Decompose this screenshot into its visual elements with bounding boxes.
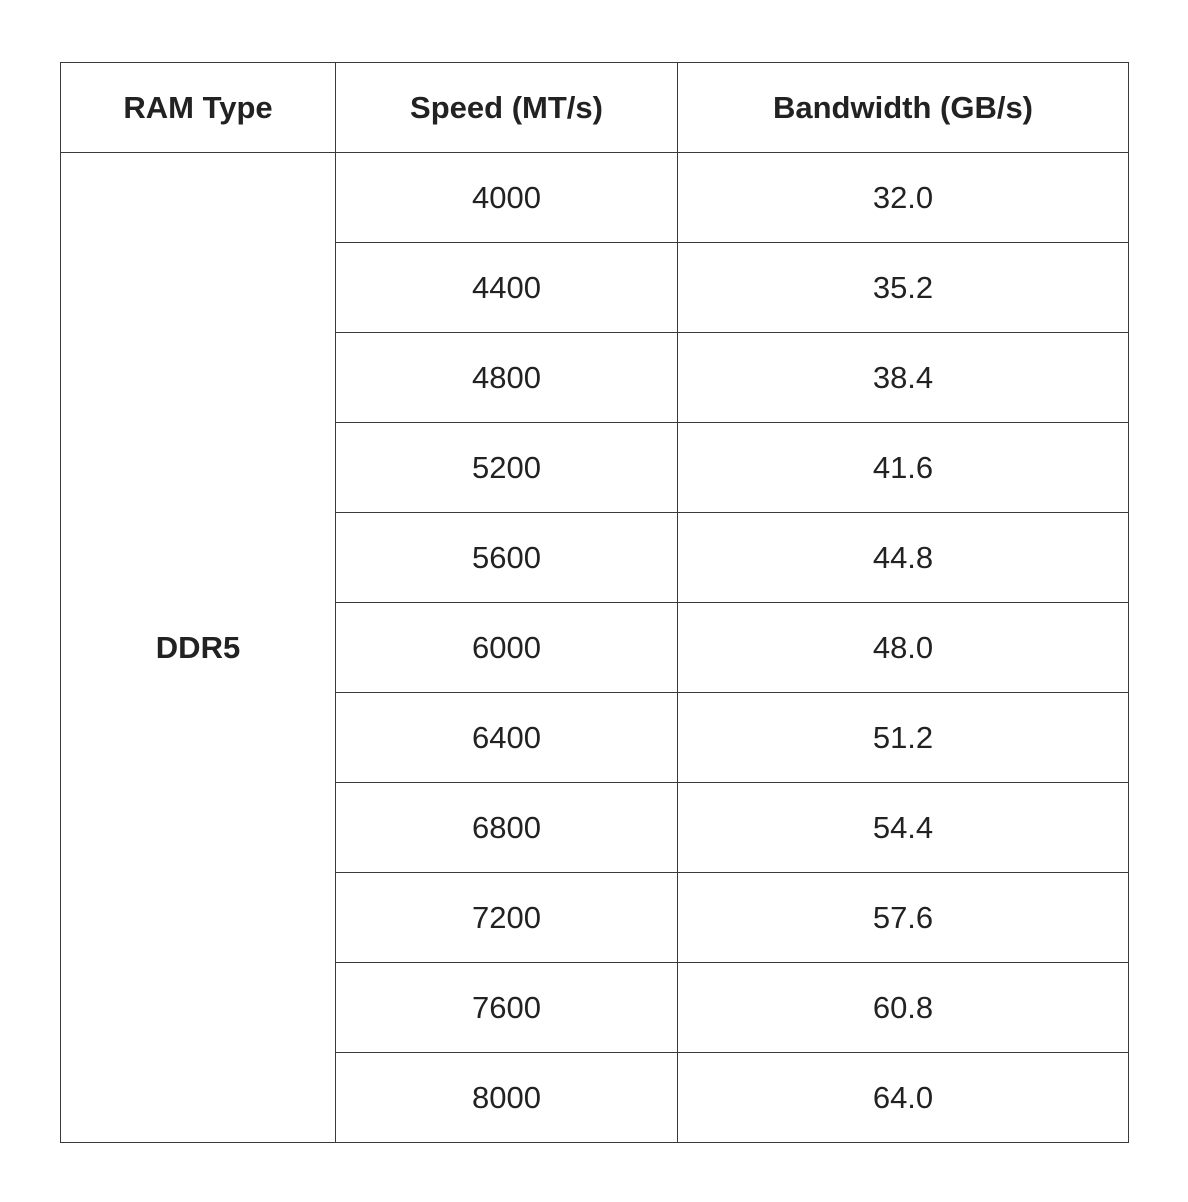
header-cell: Bandwidth (GB/s) [677,62,1129,153]
table-row: 5200 41.6 [61,422,1129,513]
table-row: 6000 48.0 [61,602,1129,693]
bandwidth-cell: 48.0 [677,602,1129,693]
table-row: 7200 57.6 [61,872,1129,963]
speed-cell: 4000 [335,152,678,243]
table-row: 8000 64.0 [61,1052,1129,1143]
bandwidth-cell: 60.8 [677,962,1129,1053]
speed-cell: 7200 [335,872,678,963]
ram-type-cell: DDR5 [60,152,336,1143]
bandwidth-cell: 54.4 [677,782,1129,873]
speed-cell: 4400 [335,242,678,333]
speed-cell: 7600 [335,962,678,1053]
ram-table: RAM Type Speed (MT/s) Bandwidth (GB/s) DDR… [60,62,1129,1143]
bandwidth-cell: 64.0 [677,1052,1129,1143]
speed-cell: 6800 [335,782,678,873]
speed-cell: 5600 [335,512,678,603]
speed-cell: 5200 [335,422,678,513]
table-row: 7600 60.8 [61,962,1129,1053]
bandwidth-cell: 44.8 [677,512,1129,603]
speed-cell: 8000 [335,1052,678,1143]
bandwidth-cell: 32.0 [677,152,1129,243]
header-cell: RAM Type [60,62,336,153]
table-row: 4400 35.2 [61,242,1129,333]
table-row: 6800 54.4 [61,782,1129,873]
table-row: DDR5 4000 32.0 [60,152,1129,1143]
bandwidth-cell: 38.4 [677,332,1129,423]
bandwidth-cell: 41.6 [677,422,1129,513]
bandwidth-cell: 57.6 [677,872,1129,963]
table-row: 6400 51.2 [61,692,1129,783]
speed-cell: 6000 [335,602,678,693]
header-cell: Speed (MT/s) [335,62,678,153]
bandwidth-cell: 35.2 [677,242,1129,333]
table-body: DDR5 4000 32.0 4400 35.2 4800 38.4 5200 41.6 5600… [60,152,1129,1143]
bandwidth-cell: 51.2 [677,692,1129,783]
speed-cell: 4800 [335,332,678,423]
speed-cell: 6400 [335,692,678,783]
header-row: RAM Type Speed (MT/s) Bandwidth (GB/s) [60,62,1129,153]
